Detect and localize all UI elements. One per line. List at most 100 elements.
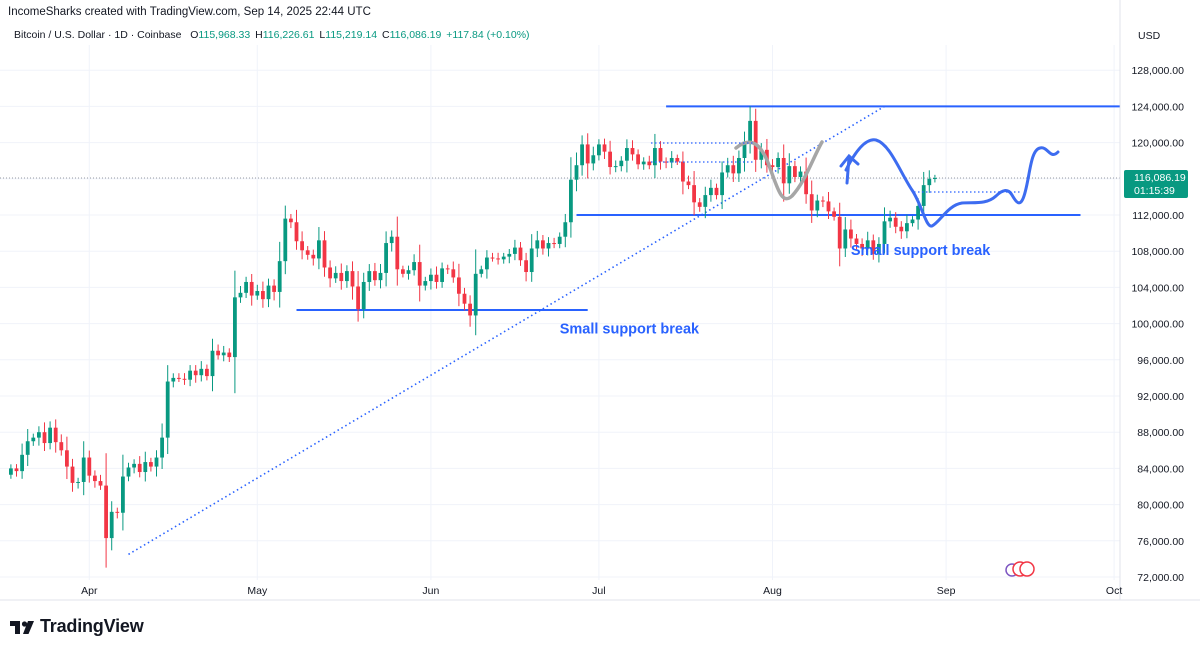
candle-body — [211, 351, 215, 376]
candle-body — [815, 201, 819, 211]
candle-body — [468, 304, 472, 316]
candle-body — [474, 274, 478, 316]
candle-body — [233, 297, 237, 357]
candle-body — [463, 294, 467, 304]
candle-body — [362, 282, 366, 309]
candle-body — [810, 194, 814, 210]
price-tick-label: 72,000.00 — [1137, 572, 1184, 584]
candle-body — [597, 144, 601, 155]
candles — [9, 106, 937, 567]
candle-body — [351, 271, 355, 286]
candle-body — [558, 237, 562, 244]
candle-body — [379, 273, 383, 280]
candle-body — [675, 158, 679, 162]
time-tick-label: Jul — [592, 585, 605, 597]
candle-body — [59, 442, 63, 450]
price-tick-label: 124,000.00 — [1131, 101, 1184, 113]
tradingview-logo[interactable]: TradingView — [10, 616, 144, 637]
candle-body — [143, 462, 147, 472]
candle-body — [793, 166, 797, 177]
candle-body — [115, 512, 119, 513]
candle-body — [345, 271, 349, 281]
candle-body — [9, 468, 13, 474]
brand-name: TradingView — [40, 616, 144, 637]
candle-body — [451, 269, 455, 277]
price-tick-label: 128,000.00 — [1131, 65, 1184, 77]
candle-body — [104, 486, 108, 538]
candle-body — [787, 166, 791, 183]
candle-body — [827, 201, 831, 211]
candle-body — [440, 268, 444, 282]
candle-body — [446, 268, 450, 269]
candle-body — [15, 468, 19, 471]
candle-body — [26, 441, 30, 455]
price-tick-label: 76,000.00 — [1137, 536, 1184, 548]
candle-body — [821, 201, 825, 202]
tradingview-logo-icon — [10, 619, 34, 635]
candle-body — [894, 218, 898, 227]
candle-body — [390, 237, 394, 243]
candle-body — [272, 286, 276, 292]
candle-body — [703, 195, 707, 207]
candle-body — [530, 248, 534, 272]
candle-body — [166, 382, 170, 438]
candle-body — [636, 154, 640, 164]
price-tick-label: 120,000.00 — [1131, 138, 1184, 150]
candle-body — [317, 240, 321, 258]
candle-body — [87, 458, 91, 476]
candle-body — [423, 281, 427, 286]
candle-body — [54, 428, 58, 442]
candle-body — [927, 179, 931, 185]
annotation-label: Small support break — [851, 243, 991, 259]
candle-body — [93, 476, 97, 481]
candle-body — [603, 144, 607, 151]
candle-body — [429, 275, 433, 281]
candle-body — [479, 269, 483, 274]
candle-body — [748, 121, 752, 142]
candle-body — [138, 464, 142, 472]
candle-body — [519, 248, 523, 261]
annotation-label: Small support break — [560, 322, 700, 338]
candle-body — [43, 432, 47, 443]
candle-body — [82, 458, 86, 482]
open-value: 115,968.33 — [198, 29, 250, 41]
candle-body — [653, 148, 657, 165]
price-badge-countdown: 01:15:39 — [1134, 185, 1175, 197]
candle-body — [681, 162, 685, 182]
candle-body — [373, 271, 377, 280]
candle-body — [31, 438, 35, 442]
symbol-title[interactable]: Bitcoin / U.S. Dollar · 1D · Coinbase — [14, 29, 181, 41]
candle-body — [384, 243, 388, 273]
candle-body — [922, 185, 926, 206]
symbol-info: Bitcoin / U.S. Dollar · 1D · Coinbase O1… — [14, 29, 532, 41]
candle-body — [177, 378, 181, 379]
price-tick-label: 104,000.00 — [1131, 282, 1184, 294]
current-price-badge: 116,086.1901:15:39 — [1124, 170, 1188, 198]
candle-body — [127, 467, 131, 476]
candle-body — [888, 218, 892, 222]
time-tick-label: Apr — [81, 585, 98, 597]
candle-body — [647, 162, 651, 166]
candle-body — [222, 353, 226, 356]
candle-body — [737, 158, 741, 173]
candle-body — [709, 188, 713, 195]
time-axis[interactable]: Apr May Jun Jul Aug Sep Oct — [81, 585, 1122, 597]
candle-body — [832, 211, 836, 216]
candle-body — [933, 178, 937, 179]
candle-body — [715, 188, 719, 195]
candle-body — [323, 240, 327, 267]
candle-body — [586, 144, 590, 163]
indicator-icons[interactable] — [1006, 562, 1034, 576]
candle-body — [160, 438, 164, 458]
candle-body — [552, 243, 556, 244]
candle-body — [155, 458, 159, 467]
currency-label[interactable]: USD — [1138, 30, 1160, 42]
candle-body — [485, 258, 489, 270]
candle-body — [171, 378, 175, 382]
candle-body — [188, 371, 192, 380]
candle-body — [843, 229, 847, 248]
candle-body — [608, 152, 612, 167]
price-axis[interactable]: 72,000.00 76,000.00 80,000.00 84,000.00 88,0… — [1131, 65, 1184, 584]
candle-body — [205, 369, 209, 376]
